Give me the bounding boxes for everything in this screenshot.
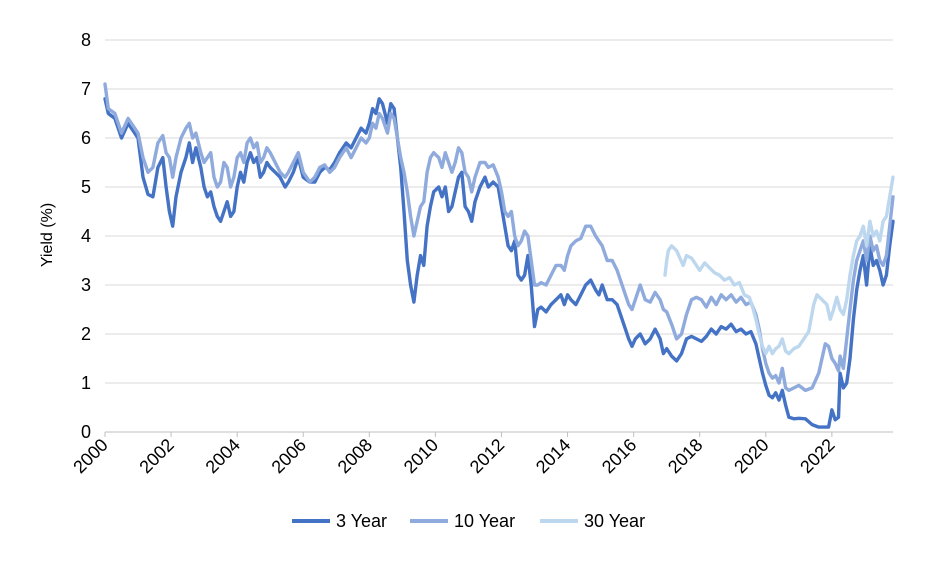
y-tick-label: 7	[81, 79, 91, 99]
series-line-10-year	[103, 82, 895, 393]
x-tick-label: 2000	[69, 435, 111, 477]
legend-label-10-year: 10 Year	[454, 511, 515, 531]
gridlines	[105, 39, 893, 433]
y-axis-title: Yield (%)	[39, 203, 56, 267]
legend-label-3-year: 3 Year	[336, 511, 387, 531]
x-tick-label: 2020	[730, 435, 772, 477]
y-tick-label: 0	[81, 422, 91, 442]
x-tick-label: 2010	[400, 435, 442, 477]
y-tick-label: 8	[81, 30, 91, 50]
y-axis-ticks: 0 1 2 3 4 5 6 7 8	[81, 30, 91, 442]
series-line-30-year	[663, 175, 895, 356]
x-tick-label: 2012	[466, 435, 508, 477]
y-tick-label: 2	[81, 324, 91, 344]
x-tick-label: 2008	[334, 435, 376, 477]
y-tick-label: 5	[81, 177, 91, 197]
x-tick-label: 2002	[135, 435, 177, 477]
y-tick-label: 3	[81, 275, 91, 295]
series-lines	[103, 82, 895, 429]
legend: 3 Year 10 Year 30 Year	[292, 511, 645, 531]
x-tick-label: 2014	[532, 435, 574, 477]
x-tick-label: 2018	[664, 435, 706, 477]
legend-label-30-year: 30 Year	[584, 511, 645, 531]
series-line-3-year	[103, 97, 895, 429]
y-tick-label: 6	[81, 128, 91, 148]
y-tick-label: 4	[81, 226, 91, 246]
x-tick-label: 2004	[202, 435, 244, 477]
x-axis-ticks: 2000 2002 2004 2006 2008 2010 2012 2014 2016 2018…	[69, 432, 839, 477]
x-tick-label: 2016	[598, 435, 640, 477]
x-tick-label: 2022	[796, 435, 838, 477]
x-tick-label: 2006	[268, 435, 310, 477]
y-tick-label: 1	[81, 373, 91, 393]
